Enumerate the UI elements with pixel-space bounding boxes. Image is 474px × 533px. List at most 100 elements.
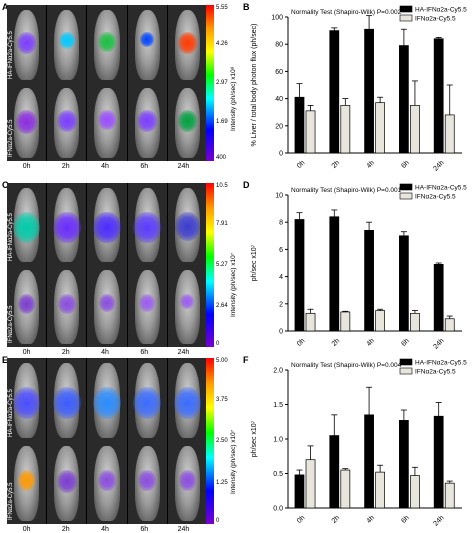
fluorescence-signal — [98, 32, 116, 52]
colorbar — [206, 183, 214, 347]
mouse-image — [127, 83, 168, 161]
fluorescence-signal — [56, 110, 77, 132]
y-tick-label: 0.5 — [273, 471, 283, 478]
mouse-image — [127, 265, 168, 347]
mouse-image — [47, 5, 88, 83]
time-label: 4h — [101, 163, 109, 170]
fluorescence-signal — [98, 470, 116, 491]
fluorescence-signal — [133, 387, 161, 419]
panel-letter-e: E — [2, 355, 9, 365]
time-label: 2h — [61, 349, 70, 356]
time-label: 6h — [140, 163, 149, 170]
y-tick-label: 0 — [279, 329, 283, 336]
x-tick-label: 4h — [366, 337, 377, 348]
colorbar-tick: 5.55 — [216, 5, 228, 11]
mouse-image — [47, 358, 88, 441]
bar — [433, 38, 444, 154]
bar — [410, 475, 420, 509]
legend-swatch — [399, 192, 413, 200]
mouse-image — [127, 5, 168, 83]
mouse-image — [7, 265, 48, 347]
mouse-image — [167, 5, 208, 83]
mouse-image — [167, 83, 208, 161]
bar — [305, 459, 316, 509]
bar — [399, 45, 409, 154]
fluorescence-signal — [178, 470, 197, 491]
mouse-image — [167, 265, 208, 347]
image-row-label: IFNα2a-Cy5.5 — [8, 119, 14, 157]
fluorescence-signal — [17, 470, 36, 491]
panel-letter-f: F — [243, 355, 249, 365]
bar — [305, 110, 316, 154]
y-axis-label: ph/sec x10⁷ — [251, 244, 258, 281]
x-tick-label: 2h — [331, 159, 342, 170]
y-tick-label: 40 — [275, 96, 283, 103]
mouse-image — [167, 358, 208, 441]
image-row — [7, 83, 208, 161]
colorbar — [206, 5, 214, 161]
bar-chart-f: 0.0 0.5 1.0 1.5 2.0 ph/sec x10⁷ Normality Test… — [251, 358, 467, 528]
colorbar-tick: 5.00 — [216, 358, 228, 364]
mouse-image — [47, 83, 88, 161]
legend-swatch — [399, 367, 413, 375]
fluorescence-signal — [173, 387, 202, 419]
fluorescence-signal — [140, 32, 155, 48]
image-row — [7, 441, 208, 524]
time-label: 6h — [140, 349, 149, 356]
fluorescence-signal — [17, 293, 36, 314]
image-row — [7, 5, 208, 83]
image-row-label: HA-IFNα2a-Cy5.5 — [8, 31, 14, 79]
image-row-label: IFNα2a-Cy5.5 — [8, 305, 14, 343]
legend-swatch — [399, 5, 413, 13]
fluorescence-signal — [15, 110, 38, 134]
colorbar-tick: 2.64 — [216, 303, 228, 309]
bar — [364, 28, 374, 154]
x-tick-label: 0h — [296, 159, 307, 170]
mouse-image — [127, 441, 168, 524]
legend-label: IFNα2a-Cy5.5 — [415, 16, 456, 23]
fluorescence-signal — [99, 293, 115, 312]
time-label: 0h — [22, 349, 31, 356]
colorbar-tick: 4.26 — [216, 41, 228, 47]
colorbar-tick: 10.5 — [216, 183, 228, 189]
x-tick-label: 2h — [331, 514, 342, 525]
x-tick-label: 6h — [400, 337, 411, 348]
bar — [444, 114, 455, 154]
fluorescence-signal — [93, 211, 121, 244]
colorbar-tick: 1.25 — [216, 479, 228, 486]
fluorescence-signal — [177, 110, 198, 132]
bar — [364, 414, 374, 509]
fluorescence-signal — [12, 211, 41, 244]
fluorescence-signal — [93, 387, 121, 419]
y-tick-label: 10 — [275, 193, 283, 200]
colorbar-tick: 0 — [216, 341, 220, 347]
time-label: 0h — [22, 163, 31, 170]
fluorescence-signal — [53, 211, 81, 244]
panel-letter-c: C — [2, 180, 9, 190]
time-label: 24h — [177, 163, 190, 170]
bar — [399, 420, 409, 509]
x-tick-label: 0h — [296, 337, 307, 348]
colorbar-tick: 5.27 — [216, 262, 228, 268]
time-label: 2h — [61, 163, 70, 170]
legend-label: HA-IFNα2a-Cy5.5 — [415, 7, 467, 14]
panel-letter-a: A — [2, 2, 9, 12]
panel-letter-d: D — [243, 180, 250, 190]
bar — [329, 30, 340, 154]
mouse-image — [167, 441, 208, 524]
mouse-image — [87, 183, 128, 265]
bar — [375, 310, 386, 332]
colorbar-tick: 2.97 — [216, 80, 228, 86]
y-tick-label: 1.0 — [273, 437, 283, 444]
annotation: Normality Test (Shapiro-Wilk) P=0.002 — [291, 9, 402, 16]
bar — [294, 474, 305, 509]
time-label: 24h — [177, 349, 190, 356]
fluorescence-signal — [139, 293, 155, 312]
x-tick-label: 24h — [432, 514, 445, 527]
bar — [444, 482, 455, 509]
colorbar-tick: 400 — [216, 155, 227, 161]
x-tick-label: 0h — [296, 514, 307, 525]
bar — [375, 471, 386, 509]
fluorescence-signal — [16, 32, 37, 54]
y-tick-label: 2.0 — [273, 368, 283, 375]
